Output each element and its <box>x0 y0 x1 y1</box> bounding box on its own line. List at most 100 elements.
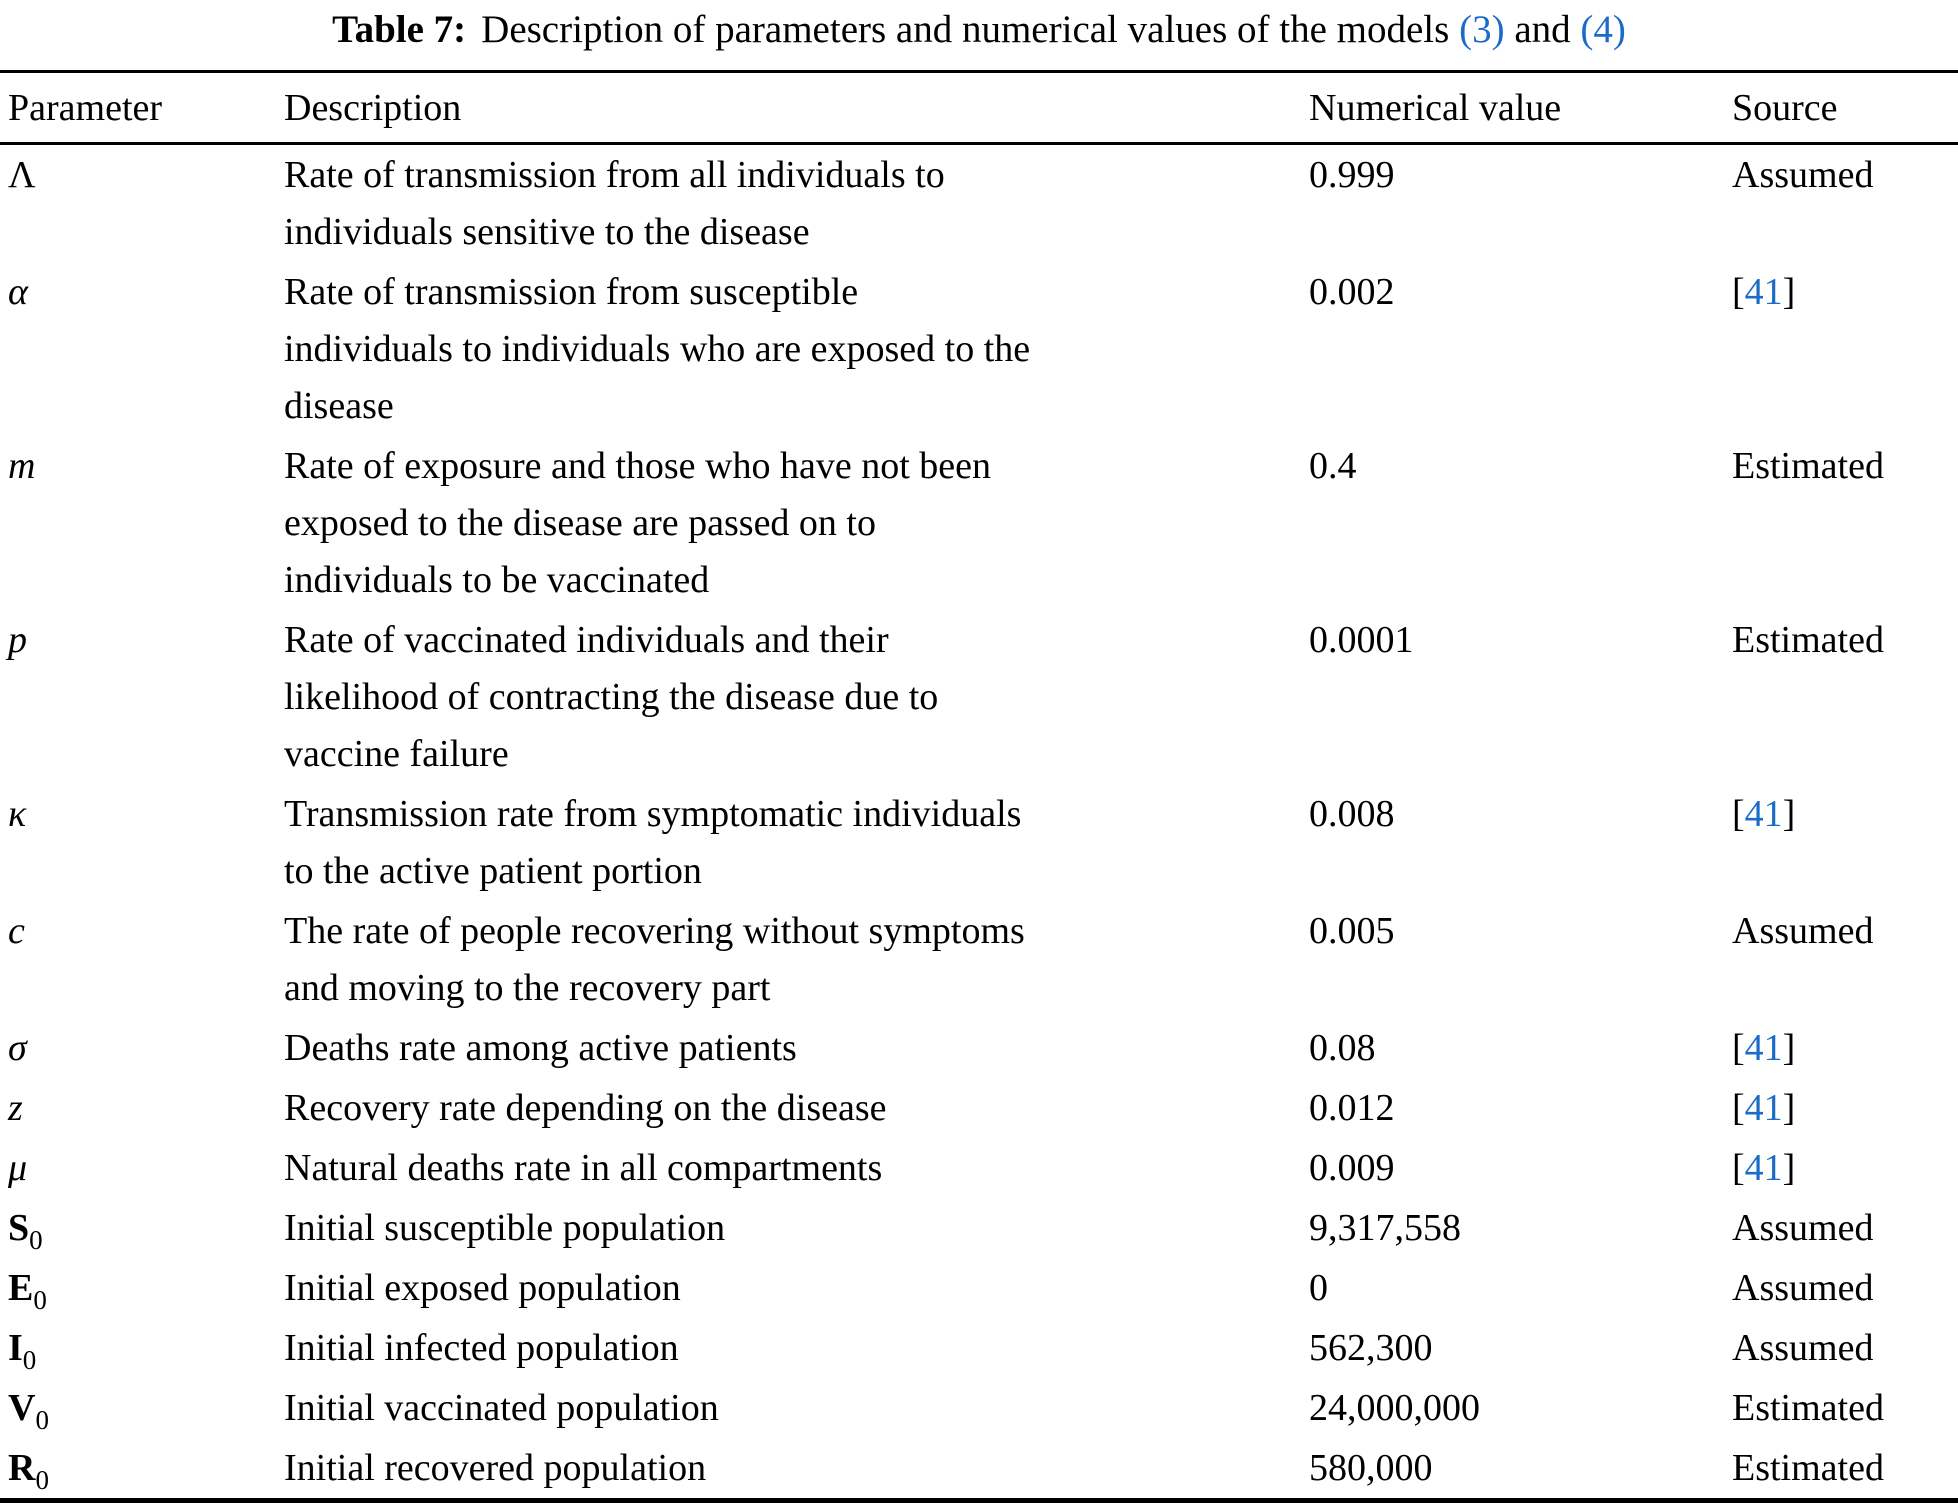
source-cell: Assumed <box>1732 1327 1874 1369</box>
column-header-numerical-value: Numerical value <box>1309 71 1732 145</box>
parameter-cell: α <box>0 262 284 436</box>
parameter-symbol: p <box>8 619 27 661</box>
table-row: V0 Initial vaccinated population 24,000,… <box>0 1378 1958 1438</box>
table-row: z Recovery rate depending on the disease… <box>0 1078 1958 1138</box>
description-cell: Natural deaths rate in all compartments <box>284 1147 883 1189</box>
description-cell: Rate of transmission from all individual… <box>284 154 945 253</box>
parameter-symbol: κ <box>8 793 27 835</box>
source-cell: Estimated <box>1732 1387 1884 1429</box>
table-row: σ Deaths rate among active patients 0.08… <box>0 1018 1958 1078</box>
description-cell: Rate of transmission from susceptible in… <box>284 271 1031 427</box>
source-cell: Estimated <box>1732 619 1884 661</box>
parameter-cell: p <box>0 610 284 784</box>
table-caption-text: Description of parameters and numerical … <box>481 8 1460 51</box>
table-row: I0 Initial infected population 562,300 A… <box>0 1318 1958 1378</box>
parameter-symbol: c <box>8 910 25 952</box>
description-cell: Initial recovered population <box>284 1447 707 1489</box>
parameter-symbol: V <box>8 1387 36 1429</box>
column-header-parameter: Parameter <box>0 71 284 145</box>
value-cell: 0.002 <box>1309 271 1395 313</box>
source-cell: [41] <box>1732 271 1796 313</box>
table-body: Λ Rate of transmission from all individu… <box>0 144 1958 1501</box>
parameter-symbol: μ <box>8 1147 28 1189</box>
citation-link[interactable]: 41 <box>1744 271 1783 313</box>
parameter-cell: m <box>0 436 284 610</box>
table-header: Parameter Description Numerical value So… <box>0 71 1958 145</box>
value-cell: 562,300 <box>1309 1327 1433 1369</box>
parameter-cell: Λ <box>0 144 284 263</box>
equation-link-4[interactable]: (4) <box>1580 8 1626 51</box>
parameter-cell: c <box>0 901 284 1018</box>
description-cell: The rate of people recovering without sy… <box>284 910 1025 1009</box>
parameter-symbol: σ <box>8 1027 27 1069</box>
value-cell: 0.4 <box>1309 445 1357 487</box>
value-cell: 9,317,558 <box>1309 1207 1461 1249</box>
value-cell: 0.005 <box>1309 910 1395 952</box>
parameter-symbol: R <box>8 1447 36 1489</box>
parameter-subscript: 0 <box>33 1285 47 1315</box>
description-cell: Initial infected population <box>284 1327 679 1369</box>
parameter-symbol: I <box>8 1327 23 1369</box>
table-row: Λ Rate of transmission from all individu… <box>0 144 1958 263</box>
citation-link[interactable]: 41 <box>1744 1087 1783 1129</box>
parameter-symbol: m <box>8 445 36 487</box>
table-row: α Rate of transmission from susceptible … <box>0 262 1958 436</box>
parameter-cell: σ <box>0 1018 284 1078</box>
table-row: R0 Initial recovered population 580,000 … <box>0 1438 1958 1501</box>
value-cell: 0.012 <box>1309 1087 1395 1129</box>
table-row: p Rate of vaccinated individuals and the… <box>0 610 1958 784</box>
parameter-subscript: 0 <box>35 1465 49 1495</box>
table-caption-conjunction: and <box>1504 8 1581 51</box>
parameters-table: Parameter Description Numerical value So… <box>0 70 1958 1503</box>
citation-link[interactable]: 41 <box>1744 793 1783 835</box>
value-cell: 0.08 <box>1309 1027 1376 1069</box>
description-cell: Initial vaccinated population <box>284 1387 719 1429</box>
parameter-cell: E0 <box>0 1258 284 1318</box>
source-cell: Estimated <box>1732 1447 1884 1489</box>
source-cell: [41] <box>1732 1087 1796 1129</box>
table-row: κ Transmission rate from symptomatic ind… <box>0 784 1958 901</box>
table-row: μ Natural deaths rate in all compartment… <box>0 1138 1958 1198</box>
description-cell: Rate of vaccinated individuals and their… <box>284 619 939 775</box>
parameter-subscript: 0 <box>35 1405 49 1435</box>
source-cell: Assumed <box>1732 154 1874 196</box>
parameter-cell: z <box>0 1078 284 1138</box>
description-cell: Transmission rate from symptomatic indiv… <box>284 793 1022 892</box>
column-header-source: Source <box>1732 71 1958 145</box>
parameter-cell: μ <box>0 1138 284 1198</box>
parameter-cell: V0 <box>0 1378 284 1438</box>
source-cell: Assumed <box>1732 1267 1874 1309</box>
citation-link[interactable]: 41 <box>1744 1147 1783 1189</box>
table-row: m Rate of exposure and those who have no… <box>0 436 1958 610</box>
parameter-symbol: Λ <box>8 154 36 196</box>
description-cell: Initial exposed population <box>284 1267 681 1309</box>
value-cell: 24,000,000 <box>1309 1387 1480 1429</box>
parameter-cell: κ <box>0 784 284 901</box>
value-cell: 0.008 <box>1309 793 1395 835</box>
parameter-symbol: E <box>8 1267 34 1309</box>
table-caption: Table 7: Description of parameters and nu… <box>0 0 1958 55</box>
parameter-symbol: z <box>8 1087 23 1129</box>
equation-link-3[interactable]: (3) <box>1459 8 1505 51</box>
value-cell: 580,000 <box>1309 1447 1433 1489</box>
source-cell: [41] <box>1732 1147 1796 1189</box>
citation-link[interactable]: 41 <box>1744 1027 1783 1069</box>
source-cell: Assumed <box>1732 910 1874 952</box>
parameter-symbol: α <box>8 271 28 313</box>
table-row: c The rate of people recovering without … <box>0 901 1958 1018</box>
source-cell: [41] <box>1732 1027 1796 1069</box>
parameter-cell: S0 <box>0 1198 284 1258</box>
parameter-cell: I0 <box>0 1318 284 1378</box>
value-cell: 0 <box>1309 1267 1328 1309</box>
table-row: E0 Initial exposed population 0 Assumed <box>0 1258 1958 1318</box>
description-cell: Recovery rate depending on the disease <box>284 1087 887 1129</box>
table-row: S0 Initial susceptible population 9,317,… <box>0 1198 1958 1258</box>
parameter-symbol: S <box>8 1207 30 1249</box>
column-header-description: Description <box>284 71 1309 145</box>
value-cell: 0.0001 <box>1309 619 1414 661</box>
value-cell: 0.999 <box>1309 154 1395 196</box>
table-caption-label: Table 7: <box>332 8 467 51</box>
source-cell: Estimated <box>1732 445 1884 487</box>
parameter-cell: R0 <box>0 1438 284 1501</box>
